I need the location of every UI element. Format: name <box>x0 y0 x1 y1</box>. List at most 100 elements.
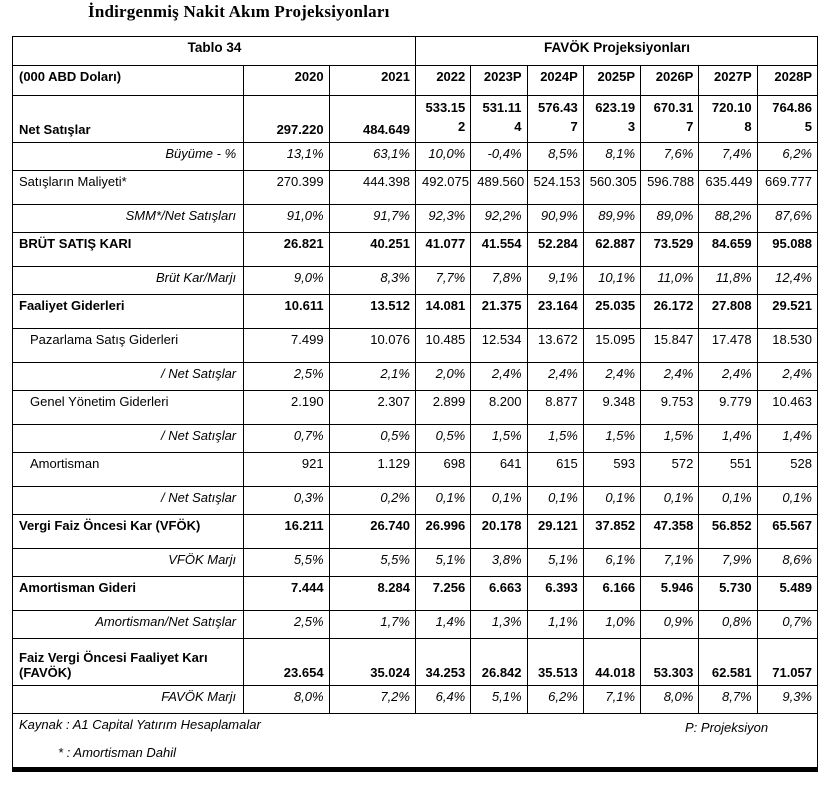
value-cell: 1,4% <box>698 424 758 453</box>
value-cell: 6.663 <box>470 576 528 611</box>
value-cell: 0,1% <box>414 486 472 515</box>
value-cell: 7.444 <box>243 576 330 611</box>
table-title-label: FAVÖK Projeksiyonları <box>414 36 819 66</box>
value-cell: 52.284 <box>526 232 584 267</box>
value-cell: 8,1% <box>582 142 642 171</box>
table-row: Amortisman 921 1.129 698 641 615 593 572 551 528 <box>11 452 819 487</box>
table-row: Genel Yönetim Giderleri 2.190 2.307 2.899 8.… <box>11 390 819 425</box>
table-row: / Net Satışlar 2,5% 2,1% 2,0% 2,4% 2,4% 2,4% 2,… <box>11 362 819 391</box>
value-cell: 1,5% <box>470 424 528 453</box>
year-header-cell: 2022 <box>414 65 472 96</box>
row-label: / Net Satışlar <box>11 424 245 453</box>
value-cell: 15.847 <box>640 328 700 363</box>
value-cell: 8,6% <box>756 548 819 577</box>
value-cell: 92,2% <box>470 204 528 233</box>
value-cell: 26.842 <box>470 638 528 686</box>
table-footer: Kaynak : A1 Capital Yatırım Hesaplamalar… <box>12 713 818 772</box>
value-cell: 1,5% <box>640 424 700 453</box>
value-cell: 8,7% <box>698 685 758 714</box>
row-label: Net Satışlar <box>11 95 245 143</box>
value-cell: 53.303 <box>640 638 700 686</box>
value-cell: 7,1% <box>640 548 700 577</box>
year-header-cell: 2024P <box>526 65 584 96</box>
value-cell: 71.057 <box>756 638 819 686</box>
value-cell: 10,1% <box>582 266 642 295</box>
value-cell: 11,0% <box>640 266 700 295</box>
table-row: Brüt Kar/Marjı 9,0% 8,3% 7,7% 7,8% 9,1% 10,1% 1… <box>11 266 819 295</box>
row-label: Faaliyet Giderleri <box>11 294 245 329</box>
value-cell: 2.190 <box>243 390 330 425</box>
table-number-label: Tablo 34 <box>12 36 416 66</box>
value-cell: 6.166 <box>582 576 642 611</box>
value-cell: 8,0% <box>640 685 700 714</box>
value-cell: 29.121 <box>526 514 584 549</box>
value-cell: 2,5% <box>243 362 330 391</box>
row-label: Amortisman/Net Satışlar <box>11 610 245 639</box>
value-cell: 9,1% <box>526 266 584 295</box>
value-cell: 25.035 <box>582 294 642 329</box>
value-cell: 91,7% <box>328 204 416 233</box>
value-cell: 91,0% <box>243 204 330 233</box>
value-cell: 8.200 <box>470 390 528 425</box>
value-cell: 17.478 <box>698 328 758 363</box>
year-header-cell: 2028P <box>756 65 819 96</box>
value-cell: 6,4% <box>414 685 472 714</box>
value-cell: 531.11 4 <box>470 95 528 143</box>
value-cell: 35.513 <box>526 638 584 686</box>
year-header-row: (000 ABD Doları) 2020 2021 2022 2023P 2024P 2… <box>11 65 819 96</box>
value-cell: 27.808 <box>698 294 758 329</box>
value-cell: 0,7% <box>243 424 330 453</box>
value-cell: 13.512 <box>328 294 416 329</box>
value-cell: 34.253 <box>414 638 472 686</box>
value-cell: 8.284 <box>328 576 416 611</box>
value-cell: 12,4% <box>756 266 819 295</box>
value-cell: 65.567 <box>756 514 819 549</box>
value-cell: 5.946 <box>640 576 700 611</box>
value-cell: 0,1% <box>640 486 700 515</box>
table-body: Net Satışlar 297.220 484.649 533.15 2 531.11… <box>11 95 819 714</box>
value-cell: 3,8% <box>470 548 528 577</box>
year-header-cell: 2021 <box>328 65 416 96</box>
value-cell: 44.018 <box>582 638 642 686</box>
value-cell: 37.852 <box>582 514 642 549</box>
value-cell: 0,1% <box>470 486 528 515</box>
value-cell: 2,4% <box>470 362 528 391</box>
value-cell: 489.560 <box>470 170 528 205</box>
value-cell: 615 <box>526 452 584 487</box>
value-cell: 15.095 <box>582 328 642 363</box>
value-cell: 623.19 3 <box>582 95 642 143</box>
value-cell: 6,2% <box>526 685 584 714</box>
value-cell: 95.088 <box>756 232 819 267</box>
table-row: Amortisman Gideri 7.444 8.284 7.256 6.663 6.3… <box>11 576 819 611</box>
value-cell: 7.256 <box>414 576 472 611</box>
row-label: Pazarlama Satış Giderleri <box>11 328 245 363</box>
value-cell: 26.821 <box>243 232 330 267</box>
value-cell: 1,1% <box>526 610 584 639</box>
value-cell: 18.530 <box>756 328 819 363</box>
value-cell: 92,3% <box>414 204 472 233</box>
row-label: Vergi Faiz Öncesi Kar (VFÖK) <box>11 514 245 549</box>
value-cell: 921 <box>243 452 330 487</box>
value-cell: 10.463 <box>756 390 819 425</box>
value-cell: 1,5% <box>582 424 642 453</box>
value-cell: 9.779 <box>698 390 758 425</box>
row-label: VFÖK Marjı <box>11 548 245 577</box>
value-cell: 560.305 <box>582 170 642 205</box>
table-row: Büyüme - % 13,1% 63,1% 10,0% -0,4% 8,5% 8,1% 7,… <box>11 142 819 171</box>
table-row: BRÜT SATIŞ KARI 26.821 40.251 41.077 41.554 5… <box>11 232 819 267</box>
year-header-cell: 2027P <box>698 65 758 96</box>
value-cell: 0,1% <box>756 486 819 515</box>
value-cell: 0,3% <box>243 486 330 515</box>
value-cell: 6.393 <box>526 576 584 611</box>
row-label: BRÜT SATIŞ KARI <box>11 232 245 267</box>
value-cell: 14.081 <box>414 294 472 329</box>
table-row: Net Satışlar 297.220 484.649 533.15 2 531.11… <box>11 95 819 143</box>
value-cell: 5,1% <box>470 685 528 714</box>
value-cell: 13,1% <box>243 142 330 171</box>
value-cell: 551 <box>698 452 758 487</box>
value-cell: 7,7% <box>414 266 472 295</box>
caption-row: Tablo 34 FAVÖK Projeksiyonları <box>12 36 819 66</box>
value-cell: 2,4% <box>756 362 819 391</box>
value-cell: 635.449 <box>698 170 758 205</box>
